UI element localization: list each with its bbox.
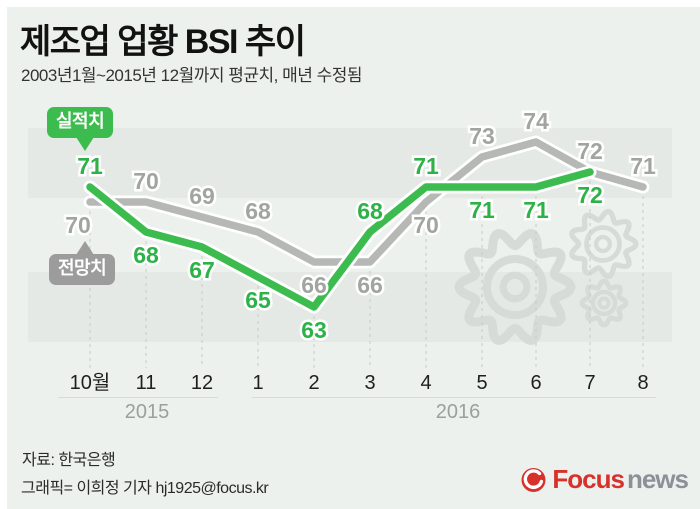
legend-actual-pointer-icon [76,137,94,151]
focus-news-swirl-icon [521,468,546,492]
chart-subtitle: 2003년1월~2015년 12월까지 평균치, 매년 수정됨 [21,66,363,85]
value-label: 68 [357,198,383,224]
year-label: 2016 [436,401,481,423]
x-tick-label: 7 [584,372,595,394]
x-tick-label: 6 [530,372,541,394]
actual-line [83,165,597,314]
value-label: 71 [469,197,495,223]
x-tick-label: 4 [420,372,431,394]
graphic-credit-note: 그래픽= 이희정 기자 hj1925@focus.kr [21,480,269,497]
value-label: 71 [523,197,549,223]
focus-news-logo: Focus news [519,464,689,495]
value-label: 68 [133,242,159,268]
gear-icon [579,278,629,328]
value-label: 63 [301,317,327,343]
x-tick-label: 8 [637,372,648,394]
value-label: 68 [245,198,271,224]
value-label: 71 [413,153,439,179]
x-tick-label: 10월 [70,371,111,394]
page-title: 제조업 업황 BSI 추이 [20,23,306,61]
value-label: 71 [630,153,656,179]
value-label: 70 [413,212,439,238]
legend-actual-badge: 실적치 [47,107,114,138]
logo-brand-text: Focus [552,464,625,494]
gear-icon [569,208,639,280]
value-label: 70 [133,168,159,194]
value-labels: 70 70 69 68 66 66 70 73 74 72 71 71 68 67 65 63 68 71 71 71… [63,106,659,346]
vertical-dashed-gridlines [89,181,644,368]
value-label: 66 [301,272,327,298]
x-tick-label: 5 [476,372,487,394]
value-label: 72 [577,182,603,208]
value-label: 72 [577,138,603,164]
forecast-line [83,135,650,269]
legend-forecast-pointer-icon [76,241,94,255]
value-label: 65 [245,287,271,313]
x-tick-label: 2 [308,372,319,394]
x-tick-label: 12 [191,372,213,394]
value-label: 67 [189,257,215,283]
x-tick-label: 1 [252,372,263,394]
value-label: 71 [77,153,103,179]
legend-forecast-badge: 전망치 [49,254,116,285]
value-label: 69 [189,183,215,209]
value-label: 74 [523,108,549,134]
gear-icon [454,229,576,345]
value-label: 73 [469,123,495,149]
logo-suffix-text: news [626,464,689,494]
x-tick-label: 3 [364,372,375,394]
data-source-note: 자료: 한국은행 [22,452,116,469]
year-label: 2015 [125,401,170,423]
x-tick-label: 11 [136,372,157,394]
gear-watermark-icons [454,208,639,345]
value-label: 70 [65,212,91,238]
top-margin-strip [0,0,700,7]
left-margin-strip [0,0,7,509]
value-label: 66 [357,272,383,298]
